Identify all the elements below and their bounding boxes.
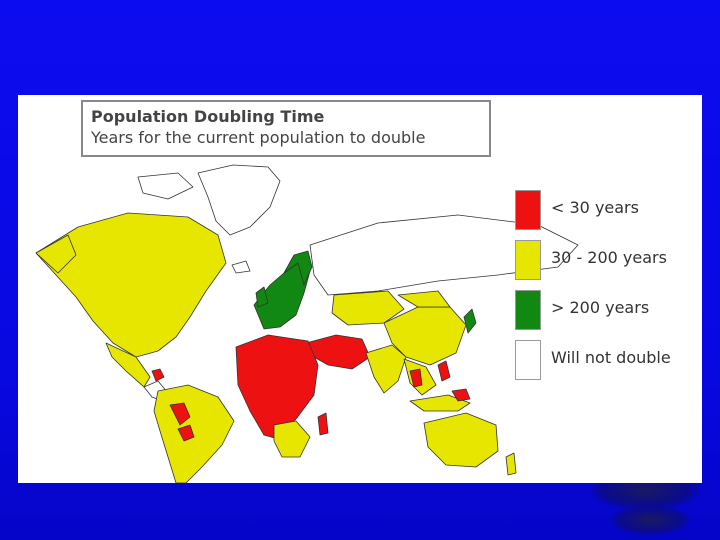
region-south-america-red-2 — [177, 424, 195, 442]
legend-label: > 200 years — [551, 298, 650, 317]
legend-label: Will not double — [551, 348, 671, 367]
region-south-america — [153, 384, 235, 483]
legend-label: < 30 years — [551, 198, 639, 217]
region-se-asia-red — [409, 368, 423, 388]
region-mongolia — [397, 290, 451, 308]
legend-label: 30 - 200 years — [551, 248, 667, 267]
region-uk — [255, 286, 269, 308]
region-scandinavia — [283, 250, 313, 286]
region-india — [365, 344, 407, 394]
region-central-america-red — [151, 368, 165, 382]
map-legend: < 30 years 30 - 200 years > 200 years Wi… — [515, 190, 695, 390]
region-south-america-red — [169, 402, 191, 426]
region-north-america — [35, 212, 227, 358]
legend-item-will-not-double: Will not double — [515, 340, 695, 390]
region-europe — [253, 262, 311, 330]
region-middle-east — [305, 334, 371, 370]
world-map — [35, 164, 579, 483]
region-japan — [463, 308, 477, 334]
region-south-africa — [273, 420, 311, 458]
legend-item-under-30: < 30 years — [515, 190, 695, 240]
map-title: Population Doubling Time — [91, 107, 325, 126]
legend-item-over-200: > 200 years — [515, 290, 695, 340]
region-alaska — [35, 234, 77, 274]
region-australia — [423, 412, 499, 468]
region-greenland — [197, 164, 281, 236]
region-iceland — [231, 260, 251, 274]
region-philippines — [437, 360, 451, 382]
map-panel: Population Doubling Time Years for the c… — [18, 95, 702, 483]
decorative-swoosh — [610, 505, 690, 535]
region-north-africa — [235, 334, 319, 440]
map-title-box: Population Doubling Time Years for the c… — [81, 100, 491, 157]
legend-swatch-green — [515, 290, 541, 330]
region-indonesia — [409, 394, 471, 412]
region-png — [451, 388, 471, 402]
map-subtitle: Years for the current population to doub… — [91, 128, 426, 147]
legend-swatch-yellow — [515, 240, 541, 280]
region-madagascar — [317, 412, 329, 436]
legend-item-30-200: 30 - 200 years — [515, 240, 695, 290]
region-arctic-islands — [137, 172, 194, 200]
legend-swatch-red — [515, 190, 541, 230]
legend-swatch-white — [515, 340, 541, 380]
region-new-zealand — [505, 452, 517, 476]
